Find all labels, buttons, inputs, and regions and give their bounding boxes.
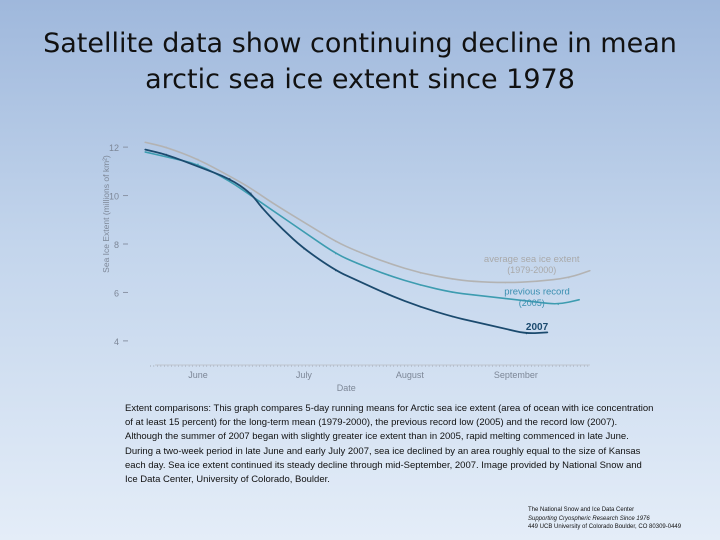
data-point-1 xyxy=(197,158,199,160)
y-tick-label: 4 xyxy=(114,337,119,347)
chart-axes: 4 6 8 10 12 Sea Ice Extent (millions of km²) J… xyxy=(101,143,590,393)
credit-line-2: Supporting Cryospheric Research Since 19… xyxy=(528,515,650,522)
prev-series-label: previous record xyxy=(504,286,569,297)
data-point-2 xyxy=(356,262,358,264)
chart-series-labels: average sea ice extent(1979-2000) previou… xyxy=(484,254,580,333)
prev-series-sublabel: (2005) xyxy=(519,298,545,308)
avg-series-sublabel: (1979-2000) xyxy=(507,265,556,275)
data-point-3 xyxy=(335,270,337,272)
x-axis-label: Date xyxy=(337,383,356,393)
data-point-1 xyxy=(451,278,453,280)
data-point-1 xyxy=(229,175,231,177)
data-point-2 xyxy=(165,156,167,158)
credit-line-3: 449 UCB University of Colorado Boulder, … xyxy=(528,524,682,530)
data-point-1 xyxy=(356,250,358,252)
data-point-1 xyxy=(388,262,390,264)
data-point-3 xyxy=(165,153,167,155)
data-point-2 xyxy=(144,151,146,153)
data-point-3 xyxy=(356,279,358,281)
data-point-3 xyxy=(388,294,390,296)
data-point-1 xyxy=(303,221,305,223)
data-point-2 xyxy=(303,231,305,233)
data-point-3 xyxy=(282,228,284,231)
avg-series-label: average sea ice extent xyxy=(484,254,580,265)
data-point-1 xyxy=(144,141,146,143)
data-point-1 xyxy=(568,277,570,279)
y-axis-label: Sea Ice Extent (millions of km²) xyxy=(101,155,111,273)
data-point-2 xyxy=(335,253,337,255)
data-point-2 xyxy=(557,303,559,306)
data-point-3 xyxy=(547,331,549,334)
data-point-3 xyxy=(250,192,252,194)
y-tick-label: 8 xyxy=(114,240,119,250)
x-tick-label: July xyxy=(296,370,313,380)
data-point-1 xyxy=(250,187,252,189)
data-point-2 xyxy=(271,209,273,211)
record-series-label: 2007 xyxy=(526,322,549,333)
nsidc-credit: The National Snow and Ice Data Center Su… xyxy=(528,506,718,532)
data-point-1 xyxy=(165,146,167,148)
data-point-2 xyxy=(472,294,475,296)
data-point-3 xyxy=(197,165,199,168)
data-point-2 xyxy=(419,284,422,286)
data-point-1 xyxy=(504,282,506,284)
x-tick-label: September xyxy=(494,370,538,380)
data-point-3 xyxy=(504,328,506,330)
data-point-1 xyxy=(589,270,591,272)
chart-svg: 4 6 8 10 12 Sea Ice Extent (millions of km²) J… xyxy=(101,141,591,393)
data-point-1 xyxy=(419,272,422,274)
y-tick-label: 12 xyxy=(109,143,119,153)
data-point-2 xyxy=(388,274,390,277)
slide-title: Satellite data show continuing decline i… xyxy=(43,28,677,95)
data-point-2 xyxy=(578,299,581,301)
series-line-3 xyxy=(144,148,548,335)
data-point-2 xyxy=(536,301,538,303)
data-point-1 xyxy=(536,280,538,283)
data-point-1 xyxy=(271,202,273,204)
data-point-3 xyxy=(260,207,263,209)
data-point-2 xyxy=(504,297,506,300)
series-line-2 xyxy=(144,151,580,305)
data-point-3 xyxy=(144,148,146,151)
sea-ice-chart: 4 6 8 10 12 Sea Ice Extent (millions of km²) J… xyxy=(100,125,620,395)
data-point-1 xyxy=(335,240,337,243)
data-point-3 xyxy=(451,316,453,318)
data-point-1 xyxy=(472,280,475,283)
figure-caption: Extent comparisons: This graph compares … xyxy=(125,403,654,486)
y-tick-label: 10 xyxy=(109,192,119,202)
data-point-3 xyxy=(419,306,422,308)
credit-line-1: The National Snow and Ice Data Center xyxy=(528,507,635,513)
data-point-3 xyxy=(525,333,528,335)
chart-series xyxy=(144,141,591,335)
data-point-2 xyxy=(197,163,199,165)
series-line-1 xyxy=(144,141,591,284)
y-tick-label: 6 xyxy=(114,288,119,298)
data-point-2 xyxy=(451,291,453,294)
data-point-3 xyxy=(303,248,305,250)
data-point-3 xyxy=(229,178,231,180)
x-tick-label: August xyxy=(396,370,425,380)
x-tick-label: June xyxy=(188,370,208,380)
data-point-3 xyxy=(472,320,475,323)
